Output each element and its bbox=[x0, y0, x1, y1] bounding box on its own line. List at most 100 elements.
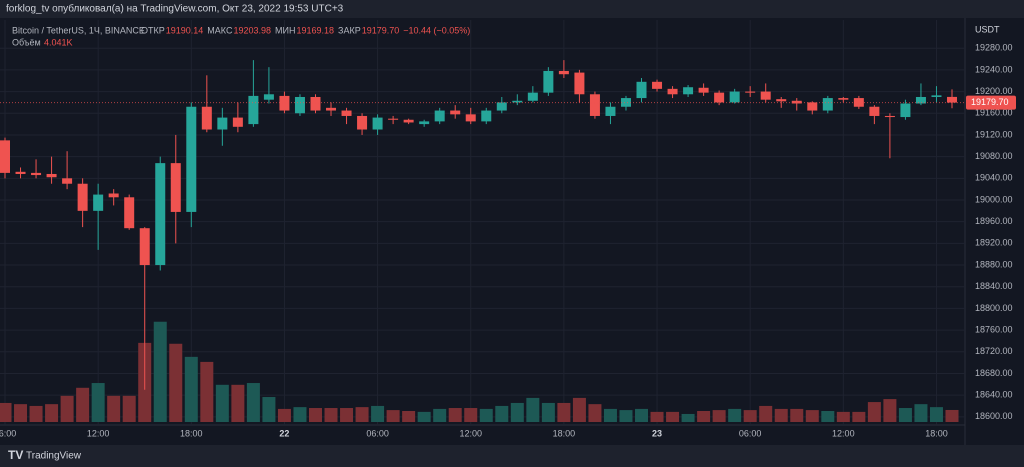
volume-bar bbox=[681, 413, 695, 422]
candle-body bbox=[714, 92, 725, 103]
y-tick-label: 18760.00 bbox=[975, 324, 1013, 334]
candle-body bbox=[527, 92, 538, 101]
volume-bar bbox=[0, 402, 12, 422]
volume-bar bbox=[308, 408, 322, 422]
y-tick-label: 18720.00 bbox=[975, 346, 1013, 356]
candle-body bbox=[869, 106, 880, 116]
candle-body bbox=[652, 81, 663, 89]
volume-bar bbox=[805, 410, 819, 422]
volume-bar bbox=[883, 399, 897, 422]
last-price-box bbox=[966, 95, 1016, 110]
candle-body bbox=[667, 88, 678, 95]
marks bbox=[0, 60, 959, 422]
candle-body bbox=[589, 94, 600, 116]
header-bar bbox=[0, 0, 1024, 18]
header-text: forklog_tv опубликовал(а) на TradingView… bbox=[6, 3, 344, 15]
candle-body bbox=[31, 172, 42, 176]
candle-body bbox=[450, 110, 461, 115]
volume-bar bbox=[557, 402, 571, 422]
volume-bar bbox=[666, 411, 680, 422]
candle-body bbox=[496, 102, 507, 111]
ohlc-legend: ОТКР 19190.14 МАКС 19203.98 МИН 19169.18 ЗАКР 1… bbox=[141, 25, 470, 35]
volume-bar bbox=[821, 410, 835, 422]
volume-bar bbox=[340, 408, 354, 422]
volume-bar bbox=[246, 383, 260, 422]
y-tick-label: 18960.00 bbox=[975, 216, 1013, 226]
volume-bar bbox=[386, 410, 400, 422]
chart-title: Bitcoin / TetherUS, 1Ч, BINANCE bbox=[12, 25, 145, 35]
x-tick-label: 06:00 bbox=[0, 428, 16, 438]
candle-body bbox=[698, 87, 709, 93]
volume-label: 4.041K bbox=[44, 37, 73, 47]
candle-body bbox=[46, 173, 57, 178]
candle-body bbox=[15, 171, 26, 174]
candle-body bbox=[605, 106, 616, 116]
candle-body bbox=[341, 110, 352, 116]
volume-bar bbox=[60, 395, 74, 422]
volume-bar bbox=[184, 356, 198, 422]
candle-body bbox=[403, 119, 414, 123]
volume-bar bbox=[495, 405, 509, 422]
ohlc-value: 19179.70 bbox=[362, 25, 400, 35]
y-tick-label: 19120.00 bbox=[975, 129, 1013, 139]
x-tick-label: 18:00 bbox=[553, 428, 576, 438]
y-tick-label: 18800.00 bbox=[975, 303, 1013, 313]
candle-body bbox=[357, 115, 368, 130]
volume-bar bbox=[774, 408, 788, 422]
candle-body bbox=[201, 106, 212, 130]
candle-body bbox=[481, 110, 492, 122]
x-tick-label: 06:00 bbox=[739, 428, 762, 438]
x-tick-label: 18:00 bbox=[925, 428, 948, 438]
x-tick-label: 06:00 bbox=[366, 428, 389, 438]
candle-body bbox=[186, 106, 197, 212]
candle-body bbox=[620, 98, 631, 107]
volume-bar bbox=[324, 408, 338, 422]
volume-bar bbox=[541, 402, 555, 422]
volume-bar bbox=[277, 408, 291, 422]
candle-body bbox=[884, 115, 895, 118]
candle-body bbox=[388, 118, 399, 120]
ohlc-name: МАКС bbox=[207, 25, 233, 35]
candle-body bbox=[791, 100, 802, 104]
volume-bar bbox=[76, 387, 90, 422]
volume-bar bbox=[231, 384, 245, 422]
volume-bar bbox=[45, 404, 59, 422]
candle-body bbox=[760, 91, 771, 100]
y-tick-label: 19240.00 bbox=[975, 64, 1013, 74]
candle-body bbox=[217, 117, 228, 130]
footer-logo: TV bbox=[8, 448, 23, 462]
volume-bar bbox=[588, 404, 602, 422]
ohlc-value: 19203.98 bbox=[233, 25, 271, 35]
candle-body bbox=[838, 98, 849, 100]
volume-bar bbox=[355, 407, 369, 422]
candle-body bbox=[294, 96, 305, 114]
volume-bar bbox=[417, 411, 431, 422]
volume-bar bbox=[464, 408, 478, 422]
volume-bar bbox=[852, 411, 866, 422]
candle-body bbox=[279, 95, 290, 111]
volume-name: Объём bbox=[12, 37, 41, 47]
y-tick-label: 19280.00 bbox=[975, 43, 1013, 53]
volume-bar bbox=[914, 404, 928, 422]
volume-bar bbox=[526, 397, 540, 422]
candle-body bbox=[574, 72, 585, 95]
y-tick-label: 19080.00 bbox=[975, 151, 1013, 161]
candle-body bbox=[915, 96, 926, 104]
candle-body bbox=[310, 96, 321, 111]
y-tick-label: 19040.00 bbox=[975, 173, 1013, 183]
volume-bar bbox=[262, 397, 276, 422]
y-tick-label: 18600.00 bbox=[975, 411, 1013, 421]
volume-bar bbox=[572, 397, 586, 422]
candle-body bbox=[729, 91, 740, 103]
candle-body bbox=[636, 81, 647, 99]
volume-bar bbox=[371, 405, 385, 422]
y-tick-label: 19200.00 bbox=[975, 86, 1013, 96]
volume-bar bbox=[91, 383, 105, 422]
candle-body bbox=[822, 98, 833, 111]
candle-body bbox=[512, 100, 523, 103]
volume-bar bbox=[945, 409, 959, 422]
last-price-label: 19179.70 bbox=[971, 97, 1009, 107]
ohlc-value: 19169.18 bbox=[296, 25, 334, 35]
candle-body bbox=[543, 70, 554, 93]
